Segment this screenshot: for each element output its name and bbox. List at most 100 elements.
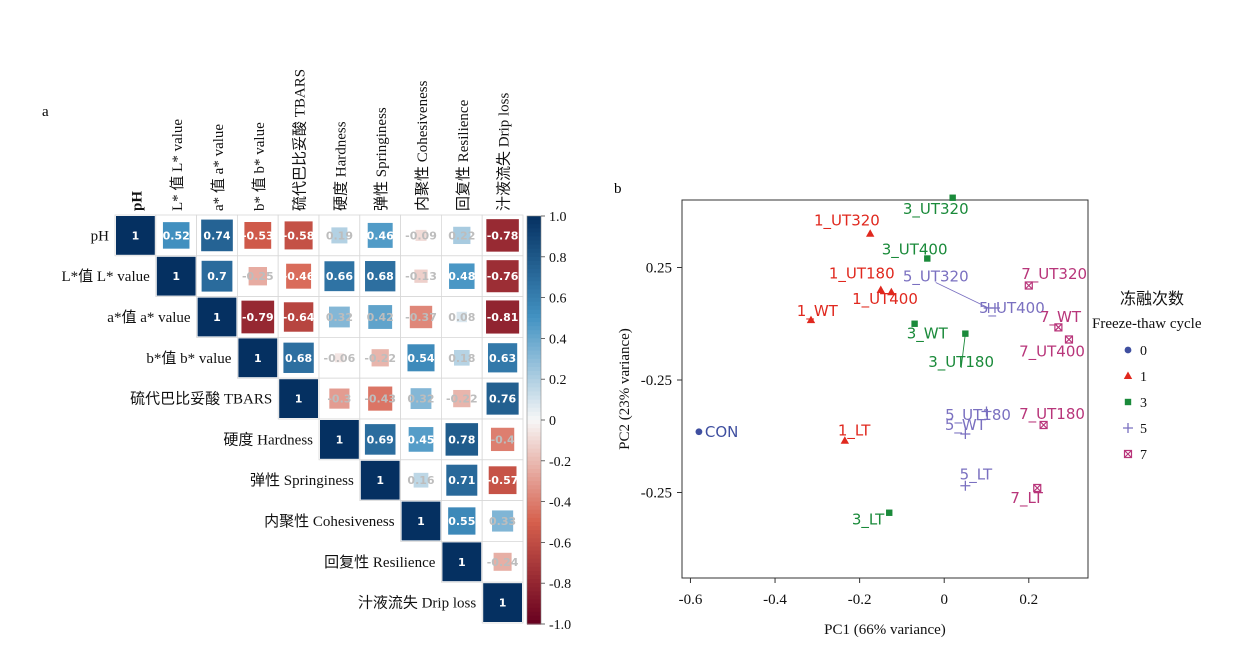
heatmap-square	[446, 464, 478, 496]
y-axis-label: PC2 (23% variance)	[617, 328, 633, 450]
heatmap-value-label: 1	[132, 229, 140, 242]
heatmap-row-label: 回复性 Resilience	[324, 553, 436, 571]
colorbar-band	[527, 236, 541, 242]
colorbar-band	[527, 362, 541, 368]
colorbar-band	[527, 330, 541, 335]
colorbar-band	[527, 264, 541, 270]
heatmap-square	[162, 222, 190, 249]
colorbar-band	[527, 534, 541, 539]
colorbar-band	[527, 346, 541, 352]
pca-point-label: 3_LT	[852, 511, 885, 530]
colorbar-band	[527, 619, 541, 625]
colorbar-band	[527, 436, 541, 441]
pca-point-label: 1_UT320	[814, 211, 880, 230]
colorbar-band	[527, 309, 541, 315]
x-tick-label: -0.6	[679, 592, 703, 608]
colorbar-band	[527, 485, 541, 490]
heatmap-square	[201, 219, 233, 252]
colorbar-band	[527, 256, 541, 262]
heatmap-row-label: 弹性 Springiness	[250, 472, 354, 489]
colorbar-band	[527, 497, 541, 503]
colorbar-band	[527, 444, 541, 450]
heatmap-square	[279, 379, 318, 418]
heatmap-value-label: 0.63	[489, 352, 516, 365]
heatmap-square	[401, 501, 441, 541]
colorbar-band	[527, 456, 541, 462]
colorbar-band	[527, 546, 541, 552]
pca-point-label: 5_LT	[960, 466, 993, 485]
colorbar-band	[527, 371, 541, 376]
heatmap-square	[442, 542, 482, 582]
colorbar: 1.0 0.8 0.6 0.4 0.2 0 -0.2 -0.4 -0.6 -0.8 -1.0	[526, 210, 571, 633]
heatmap-top-label: 内聚性 Cohesiveness	[414, 80, 431, 211]
legend-marker	[1124, 398, 1132, 406]
colorbar-band	[527, 366, 541, 372]
heatmap-square	[283, 342, 314, 373]
heatmap-value-label: 1	[458, 556, 466, 569]
colorbar-band	[527, 611, 541, 617]
heatmap-square	[334, 353, 344, 363]
heatmap-value-label: 0.71	[448, 474, 475, 487]
heatmap-value-label: -0.37	[405, 311, 437, 324]
pca-point	[981, 406, 992, 417]
colorbar-band	[527, 334, 541, 339]
pca-point	[1024, 281, 1033, 290]
heatmap-value-label: 1	[417, 515, 425, 528]
colorbar-band	[527, 477, 541, 482]
pca-point-label: 1_UT180	[829, 264, 895, 283]
heatmap-square	[453, 349, 470, 366]
colorbar-band	[527, 550, 541, 556]
heatmap-square	[453, 226, 471, 245]
colorbar-tick-label: 0.8	[549, 251, 567, 266]
pca-legend: 冻融次数 Freeze-thaw cycle 0 1 3 5 7	[1092, 290, 1202, 463]
heatmap-value-label: 0.42	[367, 311, 394, 324]
heatmap-square	[371, 349, 389, 367]
colorbar-band	[527, 342, 541, 348]
pca-point	[911, 320, 918, 327]
colorbar-tick-label: 1.0	[549, 210, 567, 225]
pca-point	[886, 509, 893, 516]
heatmap-top-label: pH	[129, 191, 145, 211]
heatmap-row-label: 硫代巴比妥酸 TBARS	[130, 391, 272, 408]
heatmap-value-label: 0.68	[285, 352, 312, 365]
colorbar-band	[527, 448, 541, 454]
colorbar-band	[527, 220, 541, 225]
pca-point	[1039, 420, 1048, 430]
colorbar-band	[527, 269, 541, 274]
colorbar-band	[527, 411, 541, 417]
heatmap-square	[486, 260, 519, 293]
heatmap-top-label: a* 值 a* value	[210, 124, 227, 211]
heatmap-top-label: 弹性 Springiness	[373, 107, 390, 211]
heatmap-value-label: 0.16	[407, 474, 434, 487]
heatmap-square	[284, 221, 313, 250]
heatmap-value-label: 0.52	[163, 229, 190, 242]
pca-point-label: 7_UT400	[1019, 343, 1085, 362]
heatmap-value-label: 1	[295, 393, 303, 406]
legend-label: 7	[1140, 448, 1147, 463]
heatmap-value-label: -0.81	[487, 311, 519, 324]
heatmap-square	[156, 256, 196, 296]
colorbar-band	[527, 224, 541, 229]
colorbar-band	[527, 452, 541, 458]
heatmap-square	[368, 305, 393, 329]
pca-point	[806, 315, 816, 324]
heatmap-square	[364, 424, 396, 455]
pca-label-leader	[960, 333, 966, 369]
pca-point	[695, 428, 703, 436]
heatmap-value-label: -0.53	[242, 229, 274, 242]
colorbar-band	[527, 293, 541, 299]
heatmap-top-label: 硫代巴比妥酸 TBARS	[292, 69, 309, 211]
pca-label-leader	[935, 282, 989, 309]
heatmap-value-label: 0.32	[326, 311, 353, 324]
colorbar-band	[527, 509, 541, 515]
heatmap-row-label: 硬度 Hardness	[223, 431, 313, 448]
heatmap-square	[367, 222, 393, 248]
heatmap-value-label: 0.68	[367, 270, 394, 283]
legend-title-en: Freeze-thaw cycle	[1092, 316, 1202, 332]
colorbar-band	[527, 313, 541, 319]
heatmap-value-label: -0.43	[364, 393, 396, 406]
colorbar-band	[527, 322, 541, 327]
colorbar-band	[527, 432, 541, 437]
colorbar-band	[527, 501, 541, 507]
